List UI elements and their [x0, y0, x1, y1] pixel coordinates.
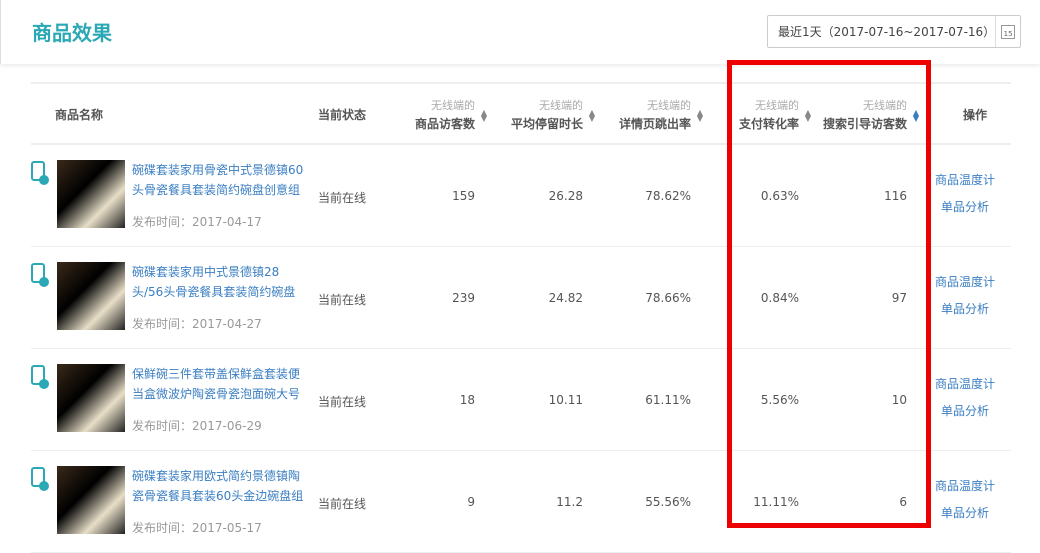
sort-icon[interactable]: ▲ ▼	[480, 108, 487, 123]
stay-value: 10.11	[548, 393, 583, 407]
product-name-link[interactable]: 保鲜碗三件套带盖保鲜盒套装便当盒微波炉陶瓷骨瓷泡面碗大号	[132, 367, 301, 401]
col-conversion[interactable]: 无线端的支付转化率 ▲ ▼	[738, 97, 811, 133]
temperature-link[interactable]: 商品温度计	[935, 479, 996, 493]
col-actions: 操作	[963, 108, 988, 122]
col-prefix: 无线端的	[863, 99, 907, 112]
col-label: 支付转化率	[738, 117, 799, 131]
temperature-link[interactable]: 商品温度计	[935, 275, 996, 289]
conversion-value: 0.84%	[760, 291, 799, 305]
table-row: 碗碟套装家用中式景德镇28头/56头骨瓷餐具套装简约碗盘 发布时间：2017-0…	[31, 247, 1011, 349]
conversion-value: 11.11%	[753, 495, 799, 509]
mobile-check-icon	[31, 263, 49, 287]
sort-desc-icon[interactable]: ▲ ▼	[912, 108, 919, 123]
bounce-value: 61.11%	[645, 393, 691, 407]
search-visitors-value: 116	[884, 189, 907, 203]
visitors-value: 159	[452, 189, 475, 203]
calendar-icon: 15	[1001, 24, 1016, 39]
visitors-value: 9	[467, 495, 475, 509]
col-status: 当前状态	[318, 108, 367, 122]
visitors-value: 239	[452, 291, 475, 305]
publish-date: 发布时间：2017-05-17	[132, 521, 262, 535]
col-product-name: 商品名称	[55, 108, 104, 122]
status-text: 当前在线	[318, 191, 367, 205]
col-prefix: 无线端的	[755, 99, 799, 112]
col-label: 平均停留时长	[510, 117, 583, 131]
sort-icon[interactable]: ▲ ▼	[804, 108, 811, 123]
stay-value: 11.2	[556, 495, 583, 509]
bounce-value: 55.56%	[645, 495, 691, 509]
sort-icon[interactable]: ▲ ▼	[588, 108, 595, 123]
col-stay[interactable]: 无线端的平均停留时长 ▲ ▼	[510, 97, 595, 133]
calendar-button[interactable]: 15	[995, 16, 1020, 47]
date-range-picker[interactable]: 最近1天（2017-07-16~2017-07-16） 15	[767, 15, 1021, 48]
publish-date: 发布时间：2017-04-17	[132, 215, 262, 229]
table-header: 商品名称 当前状态 无线端的商品访客数 ▲ ▼ 无线端的平均停留时长 ▲ ▼ 无线端的详…	[31, 84, 1011, 145]
stay-value: 24.82	[548, 291, 583, 305]
mobile-check-icon	[31, 365, 49, 389]
search-visitors-value: 6	[899, 495, 907, 509]
col-label: 商品访客数	[414, 117, 475, 131]
mobile-check-icon	[31, 161, 49, 185]
conversion-value: 0.63%	[760, 189, 799, 203]
item-analysis-link[interactable]: 单品分析	[941, 200, 990, 214]
visitors-value: 18	[459, 393, 475, 407]
col-label: 详情页跳出率	[618, 117, 691, 131]
item-analysis-link[interactable]: 单品分析	[941, 506, 990, 520]
item-analysis-link[interactable]: 单品分析	[941, 302, 990, 316]
search-visitors-value: 97	[891, 291, 907, 305]
page-title: 商品效果	[32, 21, 112, 45]
product-name-link[interactable]: 碗碟套装家用欧式简约景德镇陶瓷骨瓷餐具套装60头金边碗盘组	[132, 469, 304, 503]
sort-icon[interactable]: ▲ ▼	[696, 108, 703, 123]
mobile-check-icon	[31, 467, 49, 491]
product-name-link[interactable]: 碗碟套装家用中式景德镇28头/56头骨瓷餐具套装简约碗盘	[132, 265, 296, 299]
table-row: 保鲜碗三件套带盖保鲜盒套装便当盒微波炉陶瓷骨瓷泡面碗大号 发布时间：2017-0…	[31, 349, 1011, 451]
col-bounce[interactable]: 无线端的详情页跳出率 ▲ ▼	[618, 97, 703, 133]
table-row: 碗碟套装家用骨瓷中式景德镇60头骨瓷餐具套装简约碗盘创意组 发布时间：2017-…	[31, 145, 1011, 247]
highlight-box	[727, 60, 931, 528]
item-analysis-link[interactable]: 单品分析	[941, 404, 990, 418]
col-label: 搜索引导访客数	[822, 117, 907, 131]
status-text: 当前在线	[318, 497, 367, 511]
status-text: 当前在线	[318, 293, 367, 307]
product-name-link[interactable]: 碗碟套装家用骨瓷中式景德镇60头骨瓷餐具套装简约碗盘创意组	[132, 163, 304, 197]
stay-value: 26.28	[548, 189, 583, 203]
col-prefix: 无线端的	[431, 99, 475, 112]
header-bar: 商品效果 最近1天（2017-07-16~2017-07-16） 15	[0, 0, 1040, 64]
product-thumbnail[interactable]	[57, 160, 125, 228]
col-visitors[interactable]: 无线端的商品访客数 ▲ ▼	[414, 97, 487, 133]
date-range-text[interactable]: 最近1天（2017-07-16~2017-07-16）	[778, 25, 996, 39]
col-search-visitors[interactable]: 无线端的搜索引导访客数 ▲ ▼	[822, 97, 919, 133]
conversion-value: 5.56%	[760, 393, 799, 407]
search-visitors-value: 10	[891, 393, 907, 407]
product-thumbnail[interactable]	[57, 262, 125, 330]
bounce-value: 78.66%	[645, 291, 691, 305]
product-thumbnail[interactable]	[57, 364, 125, 432]
publish-date: 发布时间：2017-04-27	[132, 317, 262, 331]
temperature-link[interactable]: 商品温度计	[935, 377, 996, 391]
temperature-link[interactable]: 商品温度计	[935, 173, 996, 187]
status-text: 当前在线	[318, 395, 367, 409]
bounce-value: 78.62%	[645, 189, 691, 203]
col-prefix: 无线端的	[647, 99, 691, 112]
product-thumbnail[interactable]	[57, 466, 125, 534]
col-prefix: 无线端的	[539, 99, 583, 112]
product-table: 商品名称 当前状态 无线端的商品访客数 ▲ ▼ 无线端的平均停留时长 ▲ ▼ 无线端的详…	[31, 82, 1011, 553]
publish-date: 发布时间：2017-06-29	[132, 419, 262, 433]
